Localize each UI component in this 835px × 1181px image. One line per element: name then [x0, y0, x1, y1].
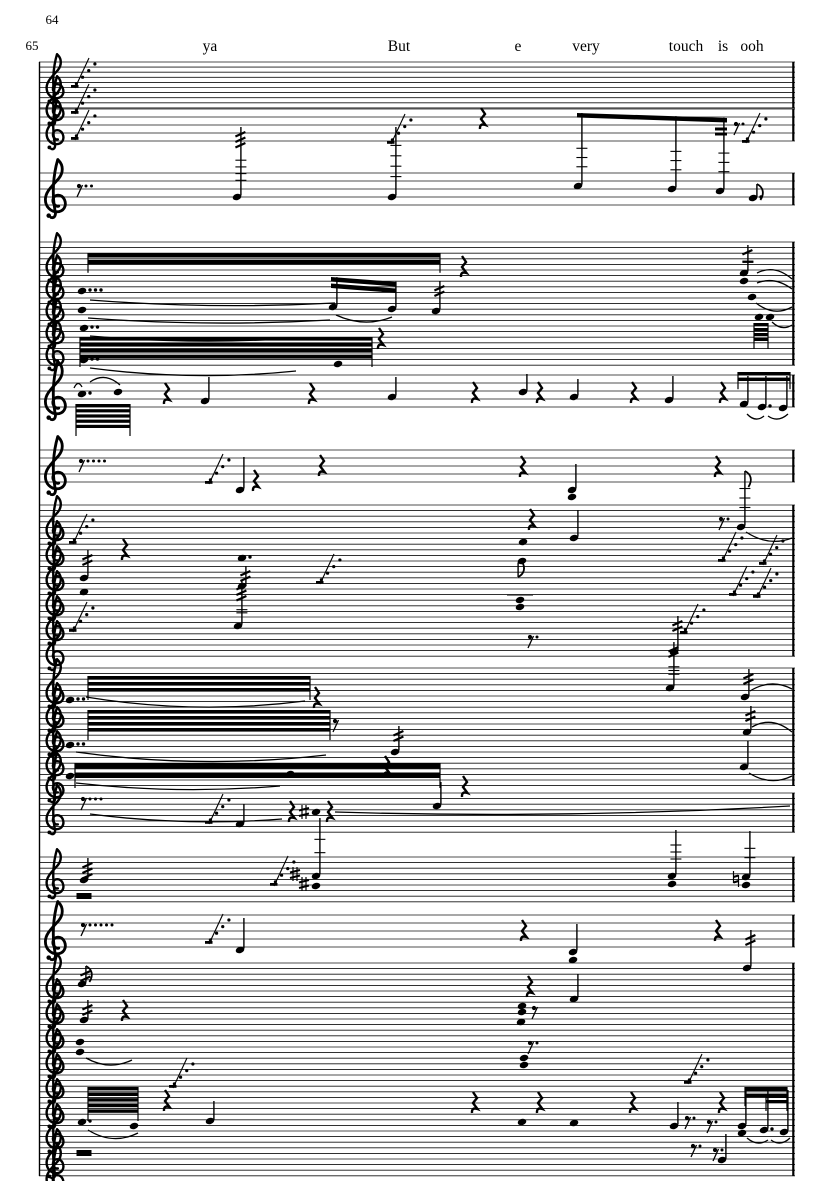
- measure-number: 65: [25, 38, 39, 53]
- lyric-syllable: touch: [668, 38, 704, 55]
- lyric-syllable: ooh: [740, 38, 764, 55]
- lyric-syllable: But: [387, 38, 411, 55]
- lyric-syllable: is: [717, 38, 729, 55]
- lyric-syllable: e: [514, 38, 522, 55]
- measure-number: 64: [45, 12, 59, 27]
- lyric-syllable: ya: [202, 38, 218, 55]
- lyric-syllable: very: [572, 38, 600, 55]
